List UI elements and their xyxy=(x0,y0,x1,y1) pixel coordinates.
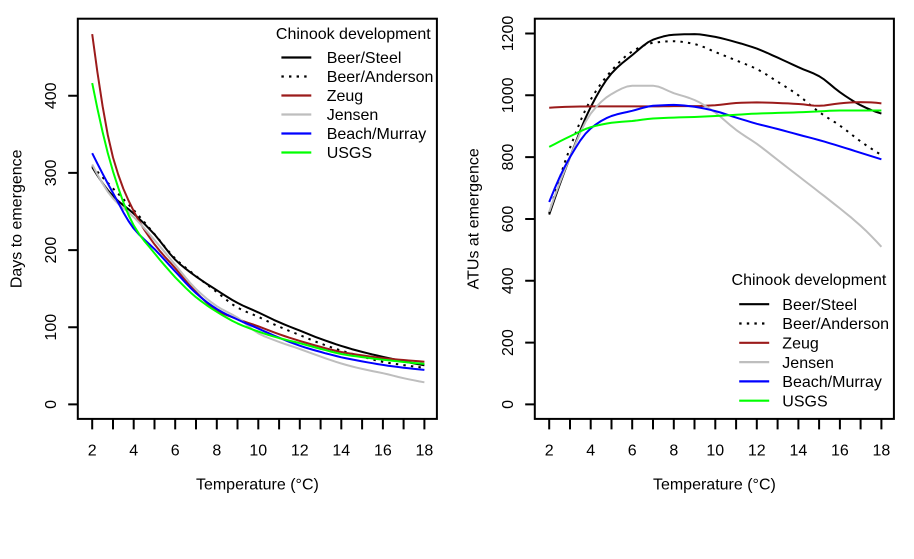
svg-text:16: 16 xyxy=(374,443,392,460)
svg-text:2: 2 xyxy=(545,443,554,460)
svg-text:USGS: USGS xyxy=(327,145,372,162)
svg-text:12: 12 xyxy=(291,443,309,460)
svg-text:8: 8 xyxy=(212,443,221,460)
svg-text:Chinook development: Chinook development xyxy=(276,26,431,43)
svg-text:8: 8 xyxy=(669,443,678,460)
svg-text:ATUs at emergence: ATUs at emergence xyxy=(465,148,482,289)
svg-text:Days to emergence: Days to emergence xyxy=(8,149,25,288)
svg-text:100: 100 xyxy=(43,314,60,341)
svg-text:0: 0 xyxy=(500,400,517,409)
svg-text:6: 6 xyxy=(171,443,180,460)
svg-text:400: 400 xyxy=(43,82,60,109)
svg-text:Beach/Murray: Beach/Murray xyxy=(782,374,882,391)
svg-text:14: 14 xyxy=(790,443,808,460)
svg-text:Chinook development: Chinook development xyxy=(732,272,887,289)
svg-text:16: 16 xyxy=(831,443,849,460)
svg-text:200: 200 xyxy=(500,329,517,356)
svg-text:Beer/Anderson: Beer/Anderson xyxy=(327,69,434,86)
svg-text:Beer/Steel: Beer/Steel xyxy=(327,50,402,67)
svg-text:12: 12 xyxy=(748,443,766,460)
svg-text:4: 4 xyxy=(586,443,595,460)
svg-text:18: 18 xyxy=(873,443,891,460)
svg-text:Zeug: Zeug xyxy=(327,88,363,105)
svg-text:Jensen: Jensen xyxy=(327,107,379,124)
svg-text:800: 800 xyxy=(500,144,517,171)
svg-text:2: 2 xyxy=(88,443,97,460)
svg-text:Zeug: Zeug xyxy=(782,336,818,353)
svg-text:1200: 1200 xyxy=(500,16,517,52)
svg-text:Temperature (°C): Temperature (°C) xyxy=(196,477,319,494)
svg-text:10: 10 xyxy=(706,443,724,460)
svg-text:4: 4 xyxy=(129,443,138,460)
svg-text:200: 200 xyxy=(43,237,60,264)
svg-text:Beer/Steel: Beer/Steel xyxy=(782,297,857,314)
svg-text:18: 18 xyxy=(416,443,434,460)
svg-text:6: 6 xyxy=(628,443,637,460)
svg-text:Temperature (°C): Temperature (°C) xyxy=(653,477,776,494)
svg-text:400: 400 xyxy=(500,267,517,294)
svg-text:10: 10 xyxy=(249,443,267,460)
svg-text:Beach/Murray: Beach/Murray xyxy=(327,126,427,143)
svg-text:Jensen: Jensen xyxy=(782,355,834,372)
svg-text:600: 600 xyxy=(500,206,517,233)
svg-text:1000: 1000 xyxy=(500,77,517,113)
svg-text:300: 300 xyxy=(43,159,60,186)
svg-text:14: 14 xyxy=(332,443,350,460)
svg-text:USGS: USGS xyxy=(782,393,827,410)
svg-text:0: 0 xyxy=(43,400,60,409)
svg-text:Beer/Anderson: Beer/Anderson xyxy=(782,316,889,333)
